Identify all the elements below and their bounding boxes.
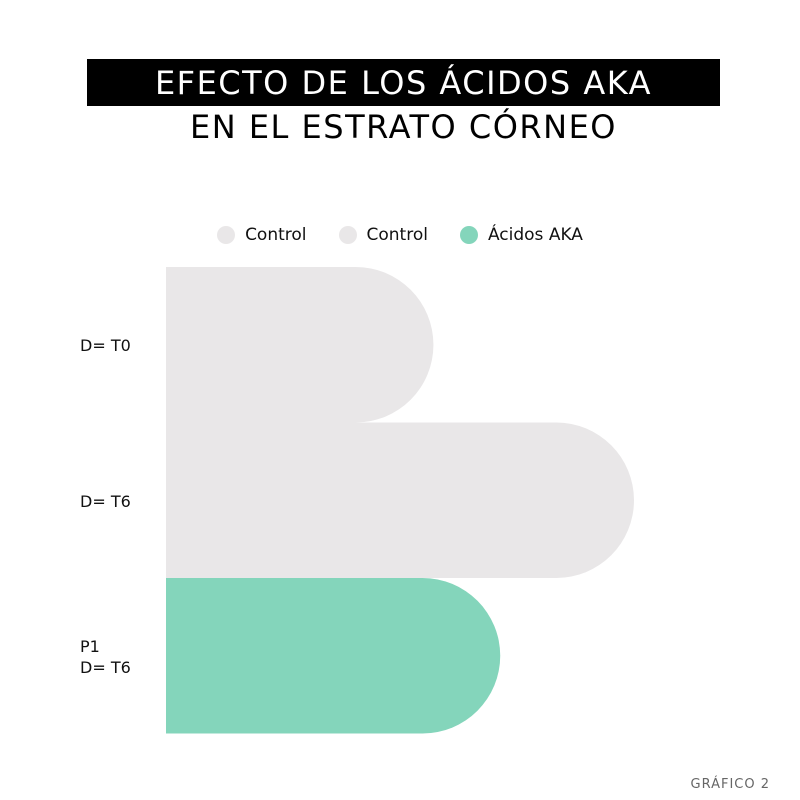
figure-caption: GRÁFICO 2 [690,777,770,792]
legend-item-control-1: Control [217,225,307,245]
chart-title-line1: EFECTO DE LOS ÁCIDOS AKA [154,63,653,102]
bar-0 [166,267,434,423]
bar-1 [166,422,634,578]
title-banner: EFECTO DE LOS ÁCIDOS AKA [87,59,720,106]
chart-legend: Control Control Ácidos AKA [0,225,800,245]
chart-title-line2: EN EL ESTRATO CÓRNEO [190,108,617,146]
legend-swatch [459,226,478,244]
legend-item-control-2: Control [338,225,428,245]
category-label-2: P1 D= T6 [80,636,131,677]
legend-swatch [217,226,236,244]
category-label-1: D= T6 [80,491,131,511]
category-label-0: D= T0 [80,336,131,356]
legend-label: Control [366,225,428,245]
legend-label: Ácidos AKA [487,225,583,245]
legend-swatch [338,226,357,244]
legend-label: Control [245,225,307,245]
legend-item-acidos-aka: Ácidos AKA [459,225,583,245]
bar-2 [166,578,501,734]
